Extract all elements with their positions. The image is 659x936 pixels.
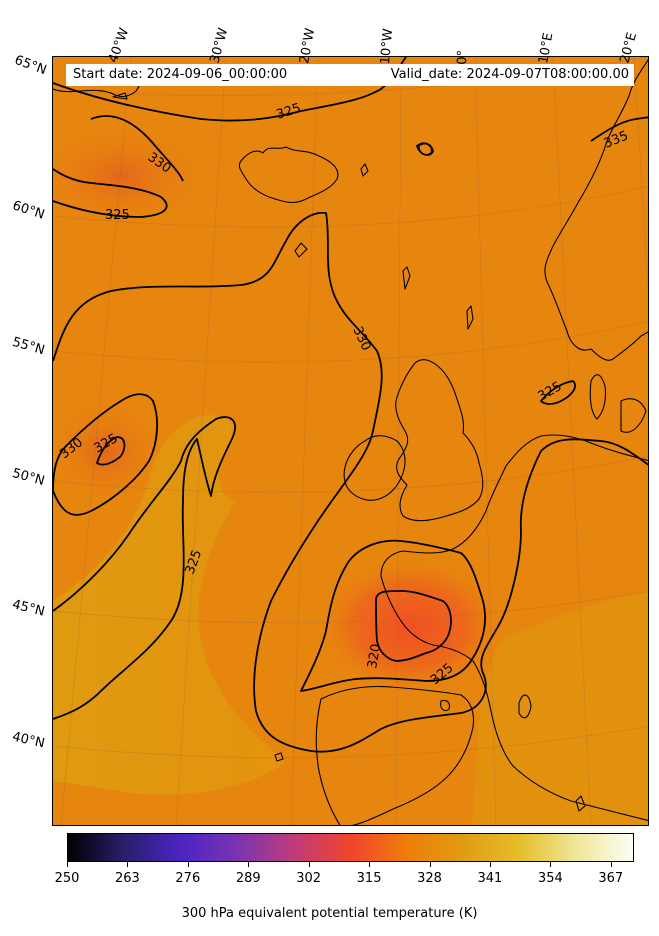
contour-small-1 [416,142,434,156]
colorbar-tick [489,862,491,867]
run-info-box: Start date: 2024-09-06_00:00:00 Valid_da… [66,64,634,86]
norway-coast [544,59,648,361]
latitude-label: 50°N [10,466,47,489]
europe-coast [380,434,648,822]
colorbar-tick [610,862,612,867]
colorbar-tick-label: 250 [54,871,80,886]
latitude-label: 65°N [12,52,49,79]
valid-date-text: Valid_date: 2024-09-07T08:00:00.00 [390,67,629,82]
colorbar-tick-label: 263 [114,871,140,886]
longitude-label: 0° [455,49,471,65]
iberia-coast [315,686,475,825]
warm-region-east [471,591,648,825]
colorbar-tick-label: 328 [417,871,442,886]
colorbar-tick [127,862,129,867]
contour-label: 325 [275,101,303,123]
cold-spot-north-atlantic [53,121,211,231]
contour-335 [53,416,236,720]
contour-330-west [53,393,158,516]
coastlines [53,59,648,825]
cold-spot-biscay [316,556,506,696]
colorbar-label: 300 hPa equivalent potential temperature… [181,906,478,921]
warm-region [53,415,286,795]
cold-spot-west [53,396,166,506]
map-canvas: 325 330 325 330 325 330 325 335 325 320 … [53,57,648,825]
latitude-label: 45°N [10,597,47,620]
colorbar-tick [369,862,371,867]
iceland-coast [238,146,339,204]
map-panel[interactable]: 325 330 325 330 325 330 325 335 325 320 … [52,56,649,826]
contour-325-scand [540,380,576,405]
colorbar-tick [550,862,552,867]
contour-label: 325 [105,208,130,223]
colorbar-tick [187,862,189,867]
contour-325-west [96,436,126,466]
great-britain-coast [395,359,484,522]
contour-320 [375,590,452,662]
contour-325-ne [590,116,648,142]
ireland-coast [343,435,406,501]
contour-325-biscay [300,539,486,692]
colorbar-tick-label: 302 [296,871,322,886]
colorbar-tick-label: 289 [235,871,261,886]
colorbar-tick [308,862,310,867]
colorbar-tick-label: 367 [598,871,624,886]
colorbar-tick [248,862,250,867]
longitude-label: 10°W [378,27,397,65]
contour-330-north [90,115,184,182]
colorbar-tick [429,862,431,867]
contour-325-nw [53,168,168,218]
colorbar-tick-label: 341 [477,871,503,886]
colorbar-tick-label: 315 [356,871,382,886]
colorbar-tick-label: 354 [537,871,563,886]
contour-330-main [53,211,648,753]
start-date-text: Start date: 2024-09-06_00:00:00 [73,67,288,82]
latitude-label: 55°N [10,334,47,359]
colorbar-tick [67,862,68,867]
colorbar [67,833,634,862]
latitude-label: 60°N [10,198,47,223]
colorbar-tick-label: 276 [175,871,201,886]
contour-label: 320 [365,643,384,670]
latitude-label: 40°N [10,729,47,752]
graticule [53,57,648,825]
